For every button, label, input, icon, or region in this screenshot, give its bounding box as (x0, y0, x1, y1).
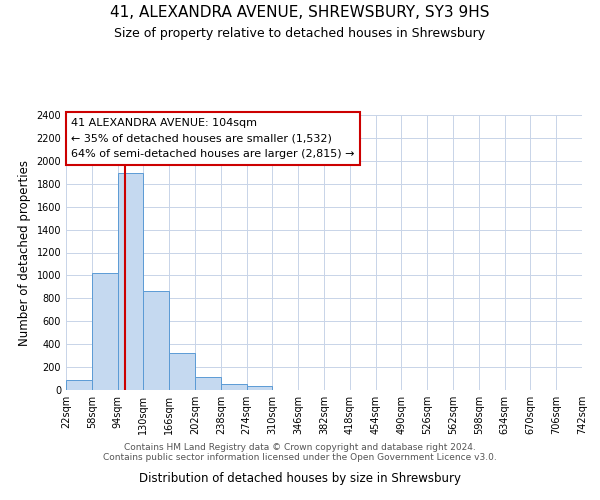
Bar (118, 174, 143, 390)
Bar (143, 292, 169, 390)
Text: 41 ALEXANDRA AVENUE: 104sqm
← 35% of detached houses are smaller (1,532)
64% of : 41 ALEXANDRA AVENUE: 104sqm ← 35% of det… (71, 118, 355, 159)
Bar (169, 354, 195, 390)
Bar (247, 386, 272, 390)
Text: 41, ALEXANDRA AVENUE, SHREWSBURY, SY3 9HS: 41, ALEXANDRA AVENUE, SHREWSBURY, SY3 9H… (110, 5, 490, 20)
Text: Size of property relative to detached houses in Shrewsbury: Size of property relative to detached ho… (115, 28, 485, 40)
Bar (92, 273, 118, 390)
Bar (66, 380, 92, 390)
Bar (195, 377, 221, 390)
Y-axis label: Number of detached properties: Number of detached properties (18, 160, 31, 346)
Text: Distribution of detached houses by size in Shrewsbury: Distribution of detached houses by size … (139, 472, 461, 485)
Text: Contains HM Land Registry data © Crown copyright and database right 2024.
Contai: Contains HM Land Registry data © Crown c… (103, 442, 497, 462)
Bar (221, 384, 247, 390)
